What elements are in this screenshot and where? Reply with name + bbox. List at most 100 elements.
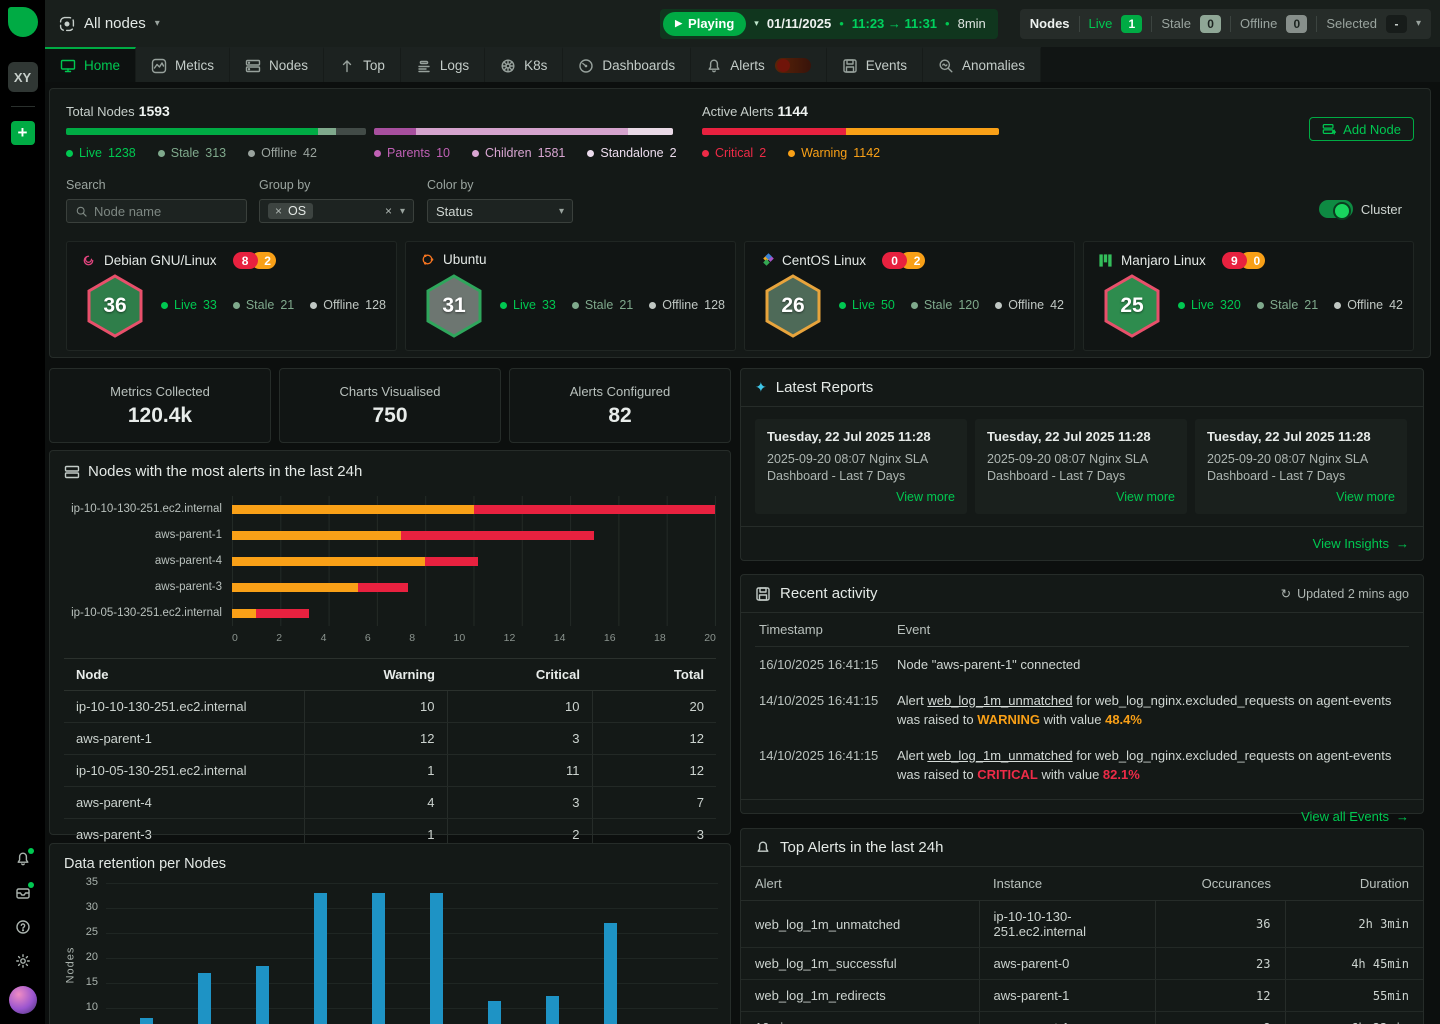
table-row[interactable]: 10min_cpu_usageaws-parent-186h 23min [741, 1011, 1423, 1024]
logs-icon [418, 60, 430, 72]
color-by-select[interactable]: Status ▾ [427, 199, 573, 223]
tab-home[interactable]: Home [45, 47, 137, 82]
alerts-silence-toggle[interactable] [774, 58, 811, 73]
settings-gear-icon[interactable] [14, 952, 32, 970]
activity-row[interactable]: 16/10/2025 16:41:15 Node "aws-parent-1" … [759, 657, 1081, 672]
table-row[interactable]: web_log_1m_unmatched ip-10-10-130-251.ec2… [741, 900, 1423, 948]
tab-logs[interactable]: Logs [400, 47, 486, 82]
time-range-label[interactable]: 11:23 → 11:31 [851, 16, 938, 31]
search-placeholder: Node name [94, 203, 162, 219]
os-name: Manjaro Linux [1121, 253, 1206, 268]
k8s-helm-icon [501, 58, 515, 73]
os-card-manjaro[interactable]: Manjaro Linux 9 0 25 Live 320 [1083, 241, 1414, 351]
group-by-chip[interactable]: × OS [268, 203, 314, 219]
notifications-bell-icon[interactable] [14, 848, 34, 868]
alerts-bar-row[interactable]: aws-parent-1 [64, 522, 716, 548]
tab-nodes[interactable]: Nodes [230, 47, 325, 82]
bullet: • [945, 16, 950, 31]
help-icon[interactable] [14, 918, 32, 936]
nodes-status-legend: Live 1238 Stale 313 Offline 42 [66, 146, 374, 160]
time-controls: ▶ Playing ▾ 01/11/2025 • 11:23 → 11:31 •… [660, 8, 998, 39]
tab-events[interactable]: Events [826, 47, 923, 82]
close-icon[interactable]: × [275, 204, 283, 218]
netdata-logo-icon[interactable] [7, 7, 38, 37]
activity-row[interactable]: 14/10/2025 16:41:15 Alert web_log_1m_unm… [759, 747, 1392, 783]
group-by-label: Group by [259, 178, 311, 192]
alerts-bar-row[interactable]: aws-parent-3 [64, 574, 716, 600]
debian-icon [83, 255, 94, 266]
add-workspace-button[interactable]: + [10, 121, 35, 145]
inbox-icon[interactable] [14, 882, 34, 902]
retention-title: Data retention per Nodes [64, 856, 227, 872]
events-icon [843, 58, 857, 73]
view-more-link[interactable]: View more [1116, 490, 1175, 504]
sidebar-divider [10, 106, 35, 107]
view-all-events-link[interactable]: View all Events → [1301, 808, 1409, 824]
tab-anomalies[interactable]: Anomalies [922, 47, 1042, 82]
play-state-label: Playing [688, 16, 735, 31]
cluster-toggle[interactable] [1318, 200, 1353, 220]
play-chevron-icon[interactable]: ▾ [754, 18, 759, 28]
workspace-button[interactable]: XY [7, 62, 38, 92]
alerts-bar-row[interactable]: aws-parent-4 [64, 548, 716, 574]
legend-offline: Offline 42 [248, 146, 317, 160]
add-node-button[interactable]: Add Node [1309, 117, 1414, 141]
legend-standalone: Standalone 2 [587, 146, 677, 160]
notification-badge [27, 848, 34, 854]
search-input[interactable]: Node name [66, 199, 247, 223]
live-count-badge: 1 [1121, 14, 1143, 33]
alert-badges: 8 2 [232, 252, 276, 269]
tab-alerts[interactable]: Alerts [691, 47, 827, 82]
table-row[interactable]: aws-parent-4 4 3 7 [64, 786, 716, 819]
table-row[interactable]: web_log_1m_redirects aws-parent-1 12 55min [741, 979, 1423, 1012]
report-card[interactable]: Tuesday, 22 Jul 2025 11:28 2025-09-20 08… [1195, 419, 1407, 514]
chevron-down-icon[interactable]: ▾ [399, 205, 405, 217]
table-row[interactable]: ip-10-05-130-251.ec2.internal 1 11 12 [64, 754, 716, 787]
alerts-bar-row[interactable]: ip-10-05-130-251.ec2.internal [64, 600, 716, 626]
tab-top[interactable]: Top [324, 47, 401, 82]
os-card-centos[interactable]: CentOS Linux 0 2 26 Live 50 St [744, 241, 1075, 351]
report-card[interactable]: Tuesday, 22 Jul 2025 11:28 2025-09-20 08… [755, 419, 967, 514]
group-by-select[interactable]: × OS × ▾ [259, 199, 414, 223]
os-card-debian[interactable]: Debian GNU/Linux 8 2 36 Live 33 [66, 241, 397, 351]
tab-metrics[interactable]: Metics [136, 47, 231, 82]
stats-row: Metrics Collected 120.4k Charts Visualis… [49, 368, 731, 443]
os-name: CentOS Linux [782, 253, 867, 268]
refresh-icon[interactable]: ↻ [1280, 587, 1292, 601]
tab-k8s[interactable]: K8s [485, 47, 564, 82]
activity-table: Timestamp Event 16/10/2025 16:41:15 Node… [755, 613, 1409, 793]
node-count-hexagon: 36 [87, 274, 143, 338]
os-cards-row: Debian GNU/Linux 8 2 36 Live 33 [66, 241, 1414, 351]
gauge-icon [579, 58, 594, 73]
chevron-down-icon[interactable]: ▾ [1415, 18, 1421, 29]
table-row[interactable]: aws-parent-1 12 3 12 [64, 722, 716, 755]
alerts-table: Node Warning Critical Total ip-10-10-130… [64, 658, 716, 851]
events-icon [756, 586, 770, 601]
cluster-label: Cluster [1360, 201, 1402, 217]
alert-link[interactable]: web_log_1m_unmatched [927, 747, 1073, 763]
top-bar: All nodes ▾ ▶ Playing ▾ 01/11/2025 • 11:… [45, 0, 1440, 47]
view-more-link[interactable]: View more [1336, 490, 1395, 504]
play-button[interactable]: ▶ Playing [663, 11, 747, 36]
node-counts-bar[interactable]: Nodes Live 1 Stale 0 Offline 0 Selected … [1019, 8, 1431, 39]
activity-row[interactable]: 14/10/2025 16:41:15 Alert web_log_1m_unm… [759, 692, 1392, 728]
os-card-ubuntu[interactable]: Ubuntu 31 Live 33 Stale 21 Offline 128 [405, 241, 736, 351]
clear-icon[interactable]: × [384, 204, 392, 218]
report-card[interactable]: Tuesday, 22 Jul 2025 11:28 2025-09-20 08… [975, 419, 1187, 514]
warning-bar-segment [232, 504, 474, 514]
node-scope-selector[interactable]: All nodes ▾ [59, 15, 160, 32]
view-insights-link[interactable]: View Insights → [1312, 536, 1409, 551]
bell-icon [708, 59, 720, 72]
legend-warning: Warning 1142 [788, 146, 880, 160]
user-avatar[interactable] [8, 986, 37, 1014]
view-more-link[interactable]: View more [896, 490, 955, 504]
os-card-legend: Live 320 Stale 21 Offline 42 [1178, 298, 1403, 312]
table-row[interactable]: web_log_1m_successful aws-parent-0 23 4h 45… [741, 947, 1423, 980]
alert-link[interactable]: web_log_1m_unmatched [927, 692, 1073, 708]
table-row[interactable]: ip-10-10-130-251.ec2.internal 10 10 20 [64, 690, 716, 723]
alerts-chart-x-axis: 0 2 4 6 8 10 12 14 16 18 20 [232, 632, 716, 644]
tab-dashboards[interactable]: Dashboards [563, 47, 692, 82]
date-label[interactable]: 01/11/2025 [766, 16, 832, 31]
alerts-bar-row[interactable]: ip-10-10-130-251.ec2.internal [64, 496, 716, 522]
